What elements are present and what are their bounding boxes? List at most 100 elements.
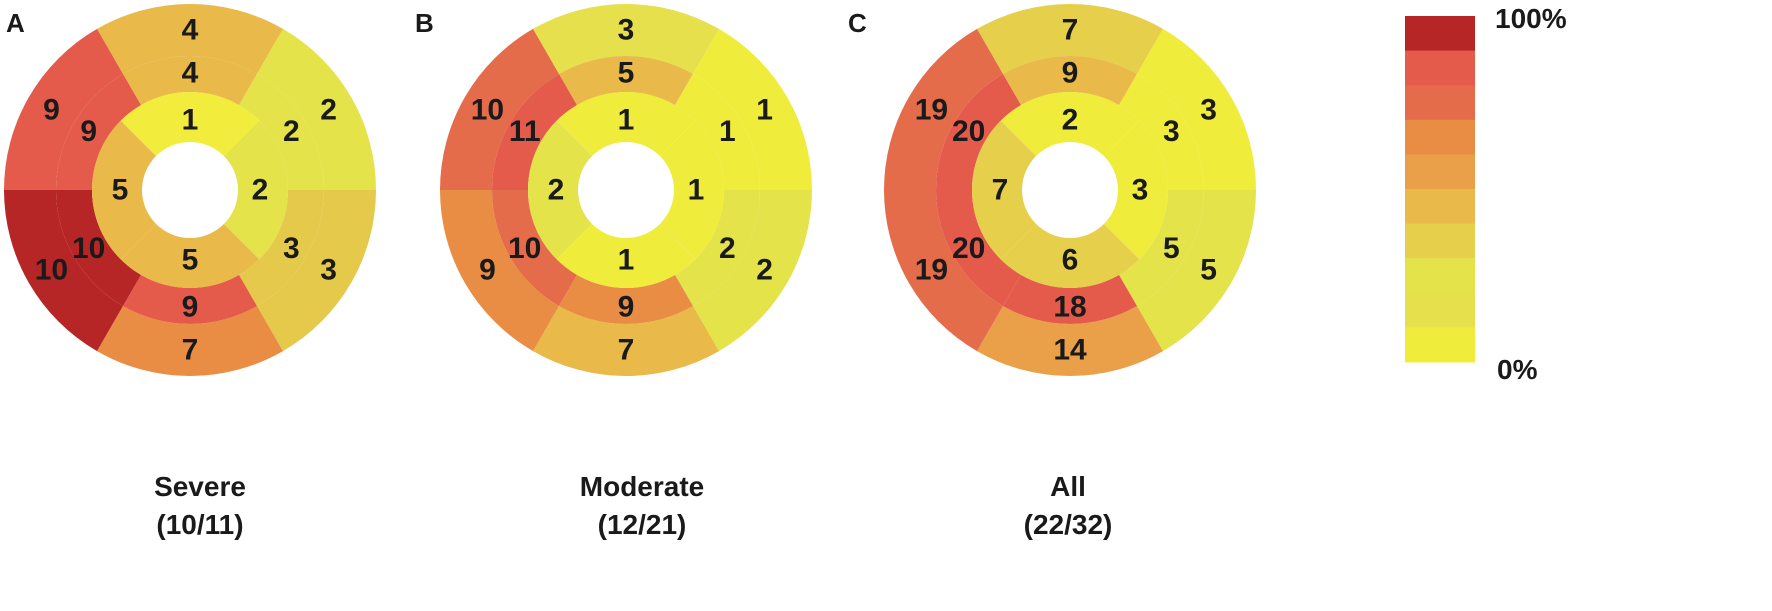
panel-letter: B: [415, 8, 434, 38]
basal-segment: [693, 28, 812, 190]
segment-value: 9: [182, 291, 199, 324]
segment-value: 10: [508, 232, 541, 265]
panel-fraction: (22/32): [1024, 509, 1113, 540]
segment-value: 4: [182, 14, 199, 47]
segment-value: 2: [320, 94, 337, 127]
basal-segment: [440, 28, 559, 190]
basal-segment: [257, 28, 376, 190]
mid-segment: [123, 55, 257, 106]
basal-segment: [533, 306, 719, 376]
basal-segment: [977, 3, 1163, 74]
scale-swatch: [1405, 119, 1475, 155]
segment-value: 1: [182, 104, 199, 137]
mid-segment: [936, 190, 1021, 307]
segment-value: 5: [182, 244, 199, 277]
segment-value: 3: [1163, 115, 1180, 148]
scale-swatch: [1405, 327, 1475, 363]
segment-value: 20: [952, 115, 985, 148]
scale-swatch: [1405, 189, 1475, 225]
basal-segment: [439, 190, 559, 352]
panel-caption: All: [1050, 471, 1086, 502]
segment-value: 2: [756, 254, 773, 287]
panel-caption: Severe: [154, 471, 246, 502]
panel-caption: Moderate: [580, 471, 704, 502]
segment-value: 7: [182, 334, 199, 367]
segment-value: 9: [479, 254, 496, 287]
scale-swatch: [1405, 223, 1475, 259]
scale-max-label: 100%: [1495, 3, 1567, 34]
segment-value: 2: [283, 115, 300, 148]
mid-segment: [56, 190, 141, 307]
mid-segment: [239, 73, 324, 190]
segment-value: 1: [618, 244, 635, 277]
basal-segment: [97, 306, 283, 376]
segment-value: 19: [915, 254, 948, 287]
segment-value: 3: [1200, 94, 1217, 127]
color-scale-bar: [1405, 16, 1475, 363]
segment-value: 9: [43, 94, 60, 127]
segment-value: 10: [35, 254, 68, 287]
segment-value: 5: [618, 57, 635, 90]
segment-value: 18: [1053, 291, 1086, 324]
segment-value: 6: [1062, 244, 1079, 277]
segment-value: 5: [112, 174, 129, 207]
basal-segment: [884, 28, 1003, 190]
panel-fraction: (10/11): [156, 509, 243, 540]
segment-value: 3: [283, 232, 300, 265]
segment-value: 10: [72, 232, 105, 265]
basal-segment: [1137, 190, 1256, 352]
segment-value: 3: [320, 254, 337, 287]
apical-segment: [1103, 120, 1169, 260]
segment-value: 2: [719, 232, 736, 265]
basal-segment: [4, 28, 123, 190]
mid-segment: [559, 55, 693, 106]
mid-segment: [1003, 56, 1137, 106]
mid-segment: [492, 73, 577, 190]
segment-value: 2: [1062, 104, 1079, 137]
scale-swatch: [1405, 50, 1475, 86]
mid-segment: [559, 274, 693, 324]
segment-value: 1: [618, 104, 635, 137]
segment-value: 4: [182, 57, 199, 90]
basal-segment: [4, 190, 123, 352]
scale-min-label: 0%: [1497, 354, 1538, 385]
mid-segment: [56, 73, 141, 190]
segment-value: 3: [618, 14, 635, 47]
segment-value: 9: [80, 115, 97, 148]
panel-fraction: (12/21): [598, 509, 687, 540]
mid-segment: [1119, 73, 1204, 190]
mid-segment: [123, 274, 257, 324]
mid-segment: [675, 190, 760, 307]
segment-value: 1: [756, 94, 773, 127]
segment-value: 9: [618, 291, 635, 324]
segment-value: 7: [992, 174, 1009, 207]
scale-swatch: [1405, 258, 1475, 294]
panel-letter: C: [848, 8, 867, 38]
segment-value: 7: [618, 334, 635, 367]
basal-segment: [693, 190, 812, 352]
mid-segment: [1003, 274, 1137, 325]
segment-value: 7: [1062, 14, 1079, 47]
segment-value: 5: [1200, 254, 1217, 287]
scale-swatch: [1405, 85, 1475, 121]
apical-segment: [556, 92, 696, 157]
segment-value: 19: [915, 94, 948, 127]
apical-segment: [659, 120, 724, 260]
scale-swatch: [1405, 16, 1475, 52]
basal-segment: [1137, 28, 1256, 190]
basal-segment: [884, 190, 1003, 352]
segment-value: 2: [548, 174, 565, 207]
mid-segment: [492, 190, 577, 307]
segment-value: 14: [1053, 334, 1087, 367]
segment-value: 20: [952, 232, 985, 265]
segment-value: 2: [252, 174, 269, 207]
scale-swatch: [1405, 292, 1475, 328]
scale-swatch: [1405, 154, 1475, 190]
segment-value: 5: [1163, 232, 1180, 265]
mid-segment: [936, 73, 1021, 190]
mid-segment: [675, 73, 760, 190]
basal-segment: [977, 306, 1163, 376]
